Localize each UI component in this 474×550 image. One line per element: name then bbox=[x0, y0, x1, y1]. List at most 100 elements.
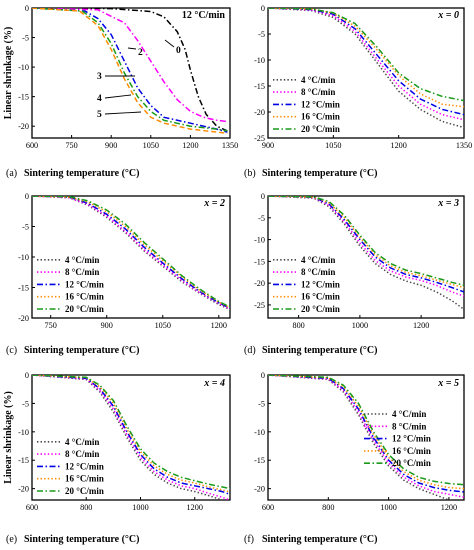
series-line bbox=[268, 375, 464, 486]
panel-tag: (e) bbox=[6, 534, 17, 545]
legend: 4 °C/min 8 °C/min 12 °C/min 16 °C/min 20 °C/… bbox=[37, 255, 104, 314]
y-tick-label: -10 bbox=[254, 56, 265, 65]
x-tick-label: 600 bbox=[26, 141, 38, 150]
y-tick-label: 0 bbox=[25, 371, 29, 380]
y-tick-label: -15 bbox=[254, 257, 265, 266]
chart-panel-e: 600 800 1000 1200 0 -5 -10 -15 -20 x = 4 (e) Sinter… bbox=[3, 371, 231, 545]
legend-label: 12 °C/min bbox=[392, 434, 431, 444]
curve-label: 5 bbox=[97, 110, 102, 120]
y-tick-label: -25 bbox=[254, 301, 265, 310]
x-axis-label: Sintering temperature (°C) bbox=[24, 168, 139, 179]
legend-label: 16 °C/min bbox=[65, 474, 104, 484]
series-line bbox=[268, 8, 464, 116]
y-tick-label: -5 bbox=[258, 399, 265, 408]
x-axis-label: Sintering temperature (°C) bbox=[24, 534, 139, 545]
legend-label: 16 °C/min bbox=[301, 112, 340, 122]
x-tick-label: 600 bbox=[262, 503, 274, 512]
y-tick-label: 0 bbox=[25, 192, 29, 201]
legend-label: 12 °C/min bbox=[301, 279, 340, 289]
legend-label: 8 °C/min bbox=[301, 87, 335, 97]
legend-label: 12 °C/min bbox=[65, 461, 104, 471]
series-line bbox=[32, 8, 228, 123]
series-line bbox=[32, 375, 230, 490]
legend-label: 20 °C/min bbox=[65, 304, 104, 314]
series-line bbox=[268, 8, 464, 102]
series-line bbox=[268, 375, 454, 500]
y-tick-label: -10 bbox=[254, 428, 265, 437]
y-tick-label: -10 bbox=[18, 428, 29, 437]
series-line bbox=[32, 196, 230, 308]
x-tick-label: 1000 bbox=[132, 503, 148, 512]
series-line bbox=[32, 375, 225, 500]
y-tick-label: 0 bbox=[25, 4, 29, 13]
series-line bbox=[268, 196, 464, 293]
x-tick-label: 1200 bbox=[413, 321, 429, 330]
x-axis-label: Sintering temperature (°C) bbox=[24, 345, 139, 356]
y-tick-label: -15 bbox=[254, 82, 265, 91]
legend-label: 12 °C/min bbox=[301, 99, 340, 109]
series-line bbox=[268, 8, 464, 121]
panel-tag: (d) bbox=[244, 345, 256, 356]
x-tick-label: 800 bbox=[292, 321, 304, 330]
y-tick-label: -20 bbox=[18, 314, 29, 323]
x-tick-label: 1000 bbox=[380, 503, 396, 512]
y-tick-label: -15 bbox=[18, 93, 29, 102]
y-tick-label: -5 bbox=[258, 30, 265, 39]
series-line bbox=[268, 8, 464, 129]
series-line bbox=[268, 375, 464, 493]
y-tick-label: -10 bbox=[254, 236, 265, 245]
legend-label: 8 °C/min bbox=[301, 267, 335, 277]
legend-label: 16 °C/min bbox=[392, 446, 431, 456]
series-line bbox=[268, 196, 464, 287]
pointer-line bbox=[164, 39, 175, 48]
plot-frame bbox=[267, 374, 465, 501]
legend-label: 4 °C/min bbox=[65, 255, 99, 265]
y-tick-label: -5 bbox=[22, 223, 29, 232]
series-line bbox=[32, 8, 228, 133]
legend-label: 4 °C/min bbox=[301, 255, 335, 265]
pointer-line bbox=[127, 47, 137, 50]
x-axis-label: Sintering temperature (°C) bbox=[262, 534, 377, 545]
panel-title: x = 0 bbox=[437, 10, 459, 21]
legend-label: 20 °C/min bbox=[392, 458, 431, 468]
y-tick-label: -15 bbox=[18, 284, 29, 293]
x-tick-label: 600 bbox=[26, 503, 38, 512]
y-tick-label: -20 bbox=[254, 485, 265, 494]
x-tick-label: 1050 bbox=[155, 321, 171, 330]
chart-panel-b: 900 1050 1200 1350 0 -5 -10 -15 -20 -25 x = 0 (b) Si… bbox=[244, 4, 472, 179]
series-line bbox=[268, 375, 464, 490]
series-line bbox=[32, 375, 230, 496]
panel-tag: (c) bbox=[6, 345, 17, 356]
x-tick-label: 750 bbox=[45, 321, 57, 330]
series-line bbox=[32, 196, 230, 310]
legend-label: 4 °C/min bbox=[392, 409, 426, 419]
chart-panel-a: 600 750 900 1050 1200 1350 0 -5 -10 -15 -20 12 °C/m… bbox=[3, 4, 238, 179]
legend: 4 °C/min 8 °C/min 12 °C/min 16 °C/min 20 °C/… bbox=[37, 437, 104, 496]
y-tick-label: 0 bbox=[261, 371, 265, 380]
x-tick-label: 1000 bbox=[352, 321, 368, 330]
legend-label: 8 °C/min bbox=[392, 421, 426, 431]
y-tick-label: -20 bbox=[254, 279, 265, 288]
pointer-line bbox=[104, 111, 142, 115]
panel-tag: (a) bbox=[6, 168, 17, 179]
y-tick-label: -5 bbox=[22, 34, 29, 43]
y-axis-label: Linear shrinkage (%) bbox=[3, 391, 14, 484]
y-tick-label: 0 bbox=[261, 4, 265, 13]
series-line bbox=[268, 196, 464, 310]
chart-panel-f: 600 800 1000 1200 0 -5 -10 -15 -20 x = 5 (f) Sinter… bbox=[244, 371, 465, 545]
legend: 4 °C/min 8 °C/min 12 °C/min 16 °C/min 20 °C/… bbox=[364, 409, 431, 468]
x-tick-label: 1200 bbox=[390, 141, 406, 150]
series-line bbox=[268, 375, 464, 498]
y-tick-label: 0 bbox=[261, 192, 265, 201]
x-tick-label: 1200 bbox=[441, 503, 457, 512]
plot-frame bbox=[267, 7, 465, 139]
panel-title: 12 °C/min bbox=[182, 10, 226, 21]
series-line bbox=[32, 196, 230, 309]
x-tick-label: 900 bbox=[105, 141, 117, 150]
y-tick-label: -25 bbox=[254, 134, 265, 143]
panel-tag: (b) bbox=[244, 168, 256, 179]
legend-label: 8 °C/min bbox=[65, 267, 99, 277]
panel-title: x = 4 bbox=[203, 378, 225, 389]
chart-panel-d: 800 1000 1200 0 -5 -10 -15 -20 -25 x = 3 (d) Sinter… bbox=[244, 192, 465, 356]
